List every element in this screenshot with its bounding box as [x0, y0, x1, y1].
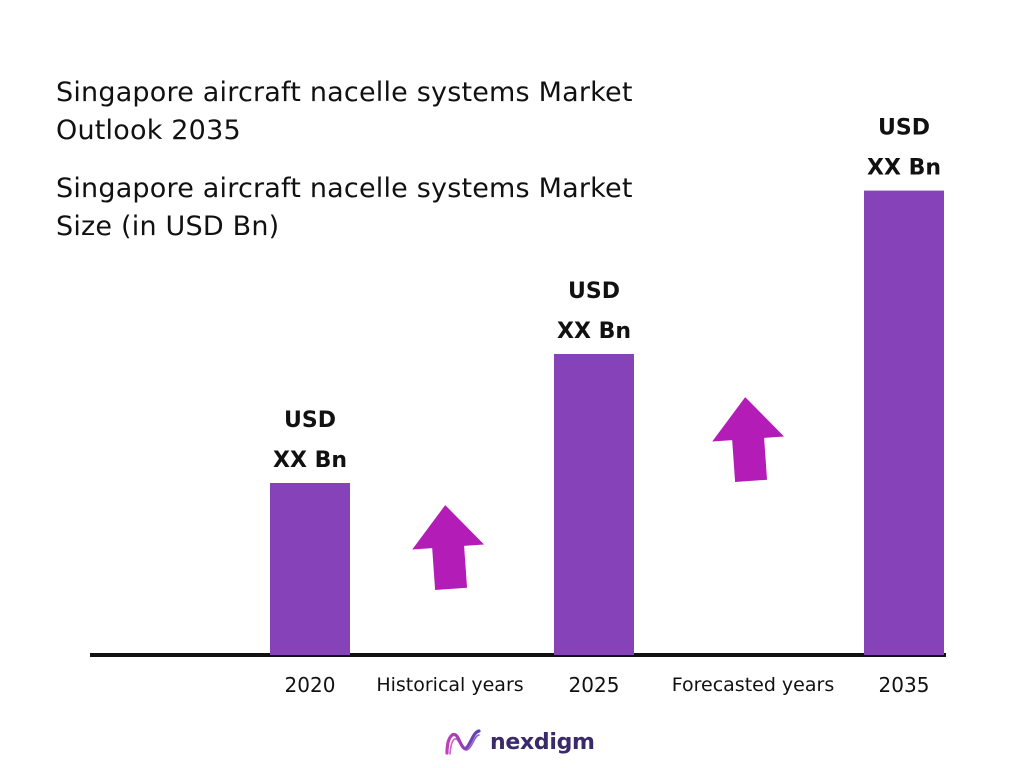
- growth-arrow-icon: [412, 505, 485, 591]
- data-label-value: XX Bn: [557, 319, 631, 344]
- bar-2035: [864, 190, 944, 655]
- period-label: Forecasted years: [672, 674, 834, 696]
- data-label-value: XX Bn: [867, 156, 941, 181]
- bar-2025: [554, 354, 634, 655]
- x-tick-label: 2035: [879, 673, 930, 697]
- x-tick-label: 2025: [569, 673, 620, 697]
- data-label-unit: USD: [284, 408, 336, 433]
- data-label-value: XX Bn: [273, 448, 347, 473]
- nexdigm-logo: nexdigm: [444, 722, 595, 762]
- growth-arrow-icon: [712, 397, 785, 483]
- chart-title: Singapore aircraft nacelle systems Marke…: [56, 77, 633, 146]
- nexdigm-wave-icon: [445, 729, 481, 755]
- period-label: Historical years: [376, 674, 523, 696]
- logo-text: nexdigm: [490, 729, 595, 755]
- bar-2020: [270, 483, 350, 655]
- chart-subtitle: Singapore aircraft nacelle systems Marke…: [56, 173, 633, 242]
- data-label-unit: USD: [878, 116, 930, 141]
- x-tick-label: 2020: [285, 673, 336, 697]
- data-label-unit: USD: [568, 279, 620, 304]
